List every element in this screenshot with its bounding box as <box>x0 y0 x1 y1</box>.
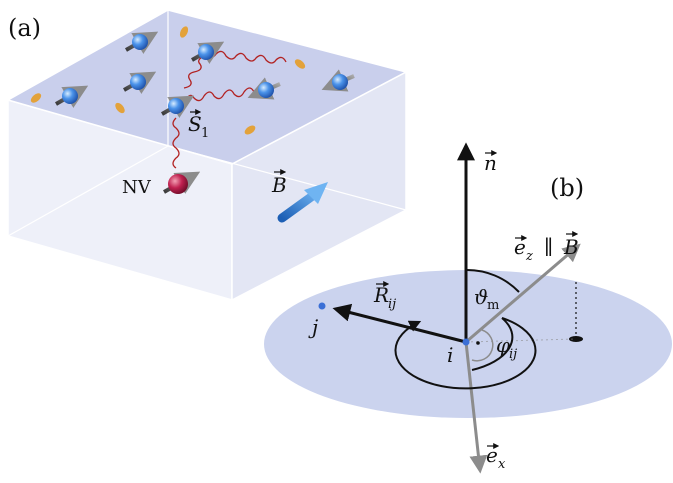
projection-in-plane <box>465 338 577 343</box>
theta-label: ϑ m <box>474 285 499 313</box>
impurity-spin-icon <box>244 125 256 135</box>
field-arrow-head-icon <box>304 182 328 204</box>
svg-text:R: R <box>373 283 389 307</box>
panel-b: (b) n e z ∥ B R ij j i ϑ m φ ij <box>264 142 672 474</box>
slab-inner-edge <box>167 145 407 211</box>
ez-parallel-b-label: e z ∥ B <box>514 231 579 264</box>
ez-vector-arrow <box>465 243 581 344</box>
svg-text:φ: φ <box>496 333 510 357</box>
svg-text:1: 1 <box>201 126 209 141</box>
normal-n-label: n <box>484 150 498 175</box>
rij-label: R ij <box>373 281 396 312</box>
svg-text:∥: ∥ <box>544 235 553 259</box>
phi-label: φ ij <box>496 333 517 362</box>
electron-spin-icon <box>168 98 184 114</box>
svg-text:ij: ij <box>388 297 396 312</box>
electron-spin-icon <box>130 74 146 90</box>
phi-angle-arc-closed <box>471 317 514 371</box>
svg-text:x: x <box>498 457 506 472</box>
panel-a-label: (a) <box>8 14 41 42</box>
node-i-icon <box>462 338 470 346</box>
rij-vector-arrow <box>332 303 467 344</box>
svg-text:n: n <box>484 151 497 175</box>
ex-label: e x <box>486 443 506 472</box>
electron-spin-icon <box>258 82 274 98</box>
impurity-spins <box>30 26 306 135</box>
nv-spin-icon <box>168 174 188 194</box>
svg-text:e: e <box>514 235 526 259</box>
coupling-line <box>172 117 180 169</box>
electron-spin-icon <box>62 88 78 104</box>
impurity-spin-icon <box>294 59 306 69</box>
phi-angle-arc <box>394 317 537 390</box>
svg-text:B: B <box>563 235 579 259</box>
field-b-label: B <box>271 169 287 197</box>
svg-text:ϑ: ϑ <box>474 285 488 309</box>
theta-angle-arc <box>465 268 520 293</box>
svg-text:z: z <box>525 249 533 264</box>
electron-spin-icon <box>198 44 214 60</box>
panel-b-label: (b) <box>550 174 584 202</box>
node-j-icon <box>318 302 326 310</box>
nv-center <box>163 171 201 194</box>
svg-text:B: B <box>271 173 287 197</box>
electron-spins <box>55 31 355 118</box>
field-arrow <box>277 182 328 223</box>
impurity-spin-icon <box>179 26 189 38</box>
right-angle-dot <box>476 341 480 345</box>
impurity-spin-icon <box>30 93 42 103</box>
node-i-label: i <box>447 343 453 367</box>
slab-inner-edge <box>7 145 169 237</box>
svg-text:ij: ij <box>509 347 517 362</box>
ex-vector-arrow <box>464 341 488 474</box>
slab-top-face <box>6 9 409 165</box>
panel-a: (a) NV S 1 B <box>6 9 409 302</box>
spin-s1-label: S 1 <box>188 109 209 141</box>
impurity-spin-icon <box>115 102 125 114</box>
svg-text:S: S <box>188 112 202 136</box>
node-j-label: j <box>308 315 318 339</box>
svg-text:m: m <box>487 298 499 313</box>
electron-spin-icon <box>132 34 148 50</box>
svg-text:e: e <box>486 443 498 467</box>
nv-label: NV <box>122 177 152 198</box>
electron-spin-icon <box>332 74 348 90</box>
right-angle-arc <box>471 329 494 362</box>
